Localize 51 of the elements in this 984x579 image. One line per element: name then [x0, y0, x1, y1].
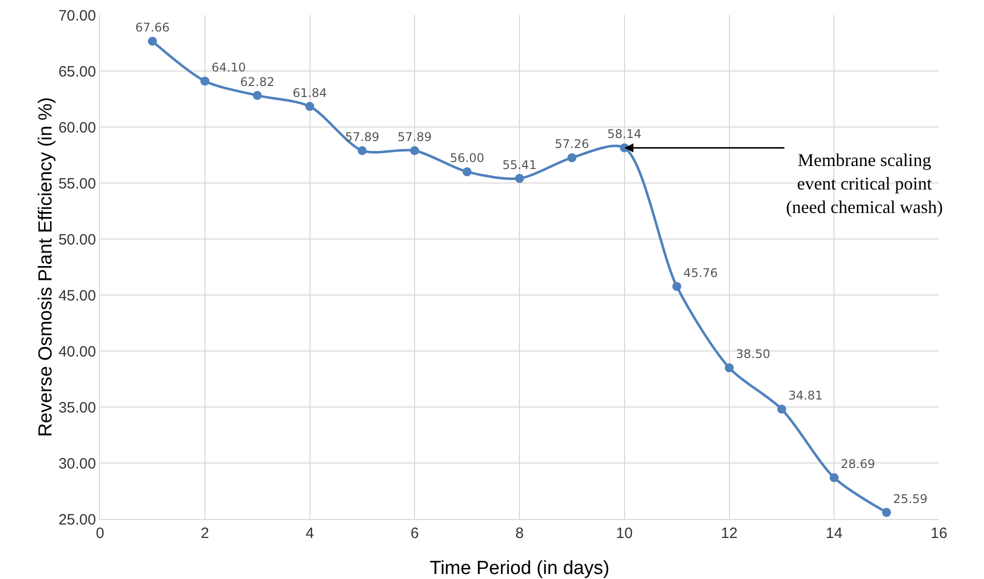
point	[462, 167, 472, 176]
data-label: 38.50	[736, 347, 770, 362]
point	[882, 508, 892, 517]
annotation: Membrane scaling event critical point (need chemical wash)	[786, 150, 943, 217]
y-tick-label: 25.00	[58, 511, 96, 528]
y-tick-label: 70.00	[58, 7, 96, 24]
point	[777, 404, 786, 414]
point	[358, 146, 367, 156]
x-axis-title: Time Period (in days)	[430, 558, 610, 579]
data-label: 64.10	[212, 60, 246, 74]
point	[724, 363, 734, 372]
data-label: 45.76	[683, 266, 718, 280]
point	[672, 282, 682, 291]
data-label: 28.69	[840, 457, 876, 472]
point	[515, 174, 524, 183]
data-label: 55.41	[502, 158, 537, 172]
y-tick-label: 55.00	[58, 175, 96, 192]
data-label: 34.81	[788, 388, 823, 403]
y-tick-label: 30.00	[58, 455, 96, 472]
x-tick-label: 0	[96, 525, 104, 542]
x-tick-label: 10	[616, 525, 633, 542]
x-tick-label: 6	[410, 525, 419, 542]
point	[148, 36, 157, 46]
data-label: 25.59	[893, 492, 928, 506]
x-tick-label: 4	[306, 525, 314, 542]
y-tick-label: 35.00	[58, 399, 96, 416]
point	[830, 473, 839, 482]
data-label: 61.84	[292, 86, 327, 100]
data-label: 57.89	[397, 130, 432, 144]
x-tick-label: 12	[720, 525, 738, 542]
y-tick-label: 65.00	[58, 63, 96, 80]
y-tick-label: 40.00	[58, 343, 96, 360]
data-label: 67.66	[135, 20, 170, 35]
data-label: 57.26	[554, 137, 590, 152]
x-tick-label: 2	[200, 525, 210, 542]
point	[305, 102, 314, 111]
x-tick-label: 14	[826, 525, 842, 542]
y-tick-label: 45.00	[58, 287, 96, 304]
x-tick-label: 8	[515, 525, 524, 542]
data-label: 62.82	[240, 74, 274, 89]
y-axis-title: Reverse Osmosis Plant Efficiency (in %)	[35, 97, 56, 437]
point	[567, 153, 576, 162]
y-tick-label: 50.00	[58, 231, 96, 248]
data-label: 57.89	[345, 130, 380, 144]
data-label: 58.14	[607, 127, 642, 142]
point	[200, 76, 210, 86]
x-tick-label: 16	[930, 525, 948, 542]
data-label: 56.00	[450, 151, 484, 166]
y-tick-label: 60.00	[58, 119, 96, 136]
point	[410, 146, 420, 156]
point	[252, 90, 262, 100]
